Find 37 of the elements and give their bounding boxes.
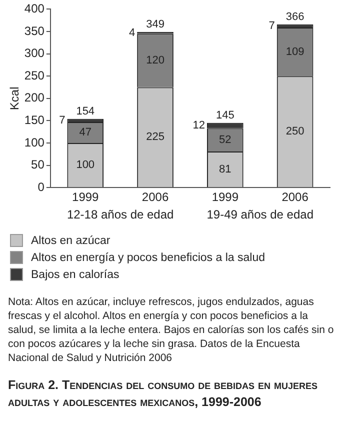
y-tick-label: 350	[24, 24, 45, 38]
data-label: 225	[146, 131, 164, 144]
data-label: 100	[76, 159, 95, 172]
x-tick-label: 2006	[142, 190, 169, 204]
total-label: 145	[216, 109, 234, 122]
data-label: 47	[79, 126, 92, 139]
x-tick-label: 1999	[72, 190, 100, 204]
y-tick-label: 200	[24, 90, 45, 105]
data-label: 120	[146, 54, 164, 67]
y-tick-label: 300	[24, 46, 45, 60]
text: 12-18 años de edad	[66, 207, 174, 222]
data-label: 7	[268, 20, 275, 32]
data-label: 12	[192, 120, 205, 132]
text: Figura 2. Tendencias del consumo de bebidas en mujeres adultas y adolescentes mexicanos, 1999-2006	[8, 377, 319, 411]
total-label: 349	[146, 18, 164, 30]
x-tick-label: 2006	[282, 190, 309, 204]
data-label: 109	[286, 46, 304, 58]
y-tick-label: 100	[24, 135, 45, 150]
legend-label: Bajos en calorías	[31, 268, 120, 280]
data-label: 52	[219, 134, 232, 146]
y-tick-label: 0	[38, 180, 45, 194]
y-axis-title: Kcal	[8, 86, 22, 110]
legend-label: Altos en azúcar	[31, 234, 110, 246]
data-label: 250	[286, 126, 304, 138]
x-tick-label: 1999	[212, 190, 239, 204]
y-tick-label: 400	[24, 2, 45, 16]
data-label: 4	[128, 26, 136, 39]
text: 19-49 años de edad	[206, 207, 314, 222]
data-label: 7	[59, 114, 66, 127]
total-label: 366	[286, 10, 304, 23]
total-label: 154	[76, 105, 95, 118]
data-label: 81	[219, 163, 232, 176]
y-tick-label: 150	[24, 113, 45, 128]
y-tick-label: 250	[24, 68, 45, 82]
legend-label: Altos en energía y pocos beneficios a la salud	[31, 252, 265, 264]
y-tick-label: 50	[31, 158, 45, 172]
text: Nota: Altos en azúcar, incluye refrescos, jugos endulzados, aguas frescas y el alcohol. Altos en energía y con pocos beneficios a la salud, se limita a la leche entera. Bajos en calorías son los cafés sin o con pocos azúcares y la leche sin grasa. Datos de la Encuesta Nacional de Salud y Nutrición 2006	[8, 295, 335, 365]
